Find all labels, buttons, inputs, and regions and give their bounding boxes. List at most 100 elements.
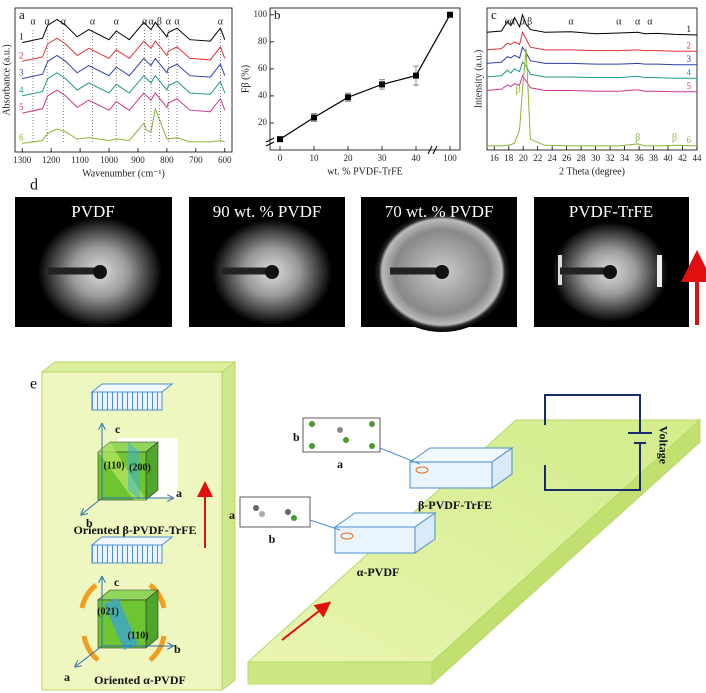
beta-unit-cell-label: a (176, 486, 182, 500)
peak-label: α (174, 16, 180, 27)
curve-label: 3 (687, 54, 692, 64)
axis-break (265, 137, 275, 147)
peak-label: α (44, 16, 50, 27)
beta-unit-cell-label: (110) (103, 460, 124, 471)
peak-label: α (520, 16, 526, 27)
alpha-chain-shape (239, 496, 311, 528)
peak-label: β (516, 84, 521, 95)
alpha-chain-shape (309, 519, 341, 531)
peak-label: α (30, 16, 36, 27)
beta-chain-shape (309, 421, 315, 427)
saxs-image-shape (603, 265, 617, 279)
y-tick-label: 20 (258, 117, 268, 127)
beta-chain-shape (309, 443, 315, 449)
x-tick-label: 900 (131, 155, 145, 165)
x-tick-label: 20 (519, 153, 529, 163)
x-tick-label: 24 (548, 153, 558, 163)
plot-frame (269, 7, 461, 151)
spectrum-line (486, 13, 698, 36)
peak-label: β (635, 132, 640, 143)
saxs-image: PVDF (15, 197, 172, 327)
beta-film-block: β-PVDF-TrFE (408, 447, 514, 512)
plot-frame (14, 7, 233, 153)
spectrum-line (22, 89, 226, 114)
x-axis-label: 2 Theta (degree) (559, 166, 625, 177)
chart-panel: b wt. % PVDF-TrFE Fβ (%) 0 10 20 30 40 100 20 40 60… (240, 7, 461, 177)
peak-label: α (647, 16, 653, 27)
saxs-image: 90 wt. % PVDF (189, 197, 345, 327)
panel-label: e (30, 376, 37, 393)
beta-unit-cell: c (110) (200) a b Oriented β-PVDF-TrFE (73, 422, 196, 537)
x-tick-label: 34 (620, 153, 630, 163)
x-tick-label: 800 (160, 155, 174, 165)
x-axis-label: wt. % PVDF-TrFE (327, 166, 402, 177)
x-tick-label: 36 (635, 153, 645, 163)
peak-label: α (166, 16, 172, 27)
saxs-image-shape (435, 265, 449, 279)
alpha-unit-cell-shape (79, 583, 98, 609)
x-tick-label: 30 (378, 153, 388, 163)
x-tick-label: 1000 (100, 155, 119, 165)
y-axis-label: Absorbance (a.u.) (1, 44, 12, 115)
x-tick-label: 26 (562, 153, 572, 163)
x-tick-label: 22 (533, 153, 542, 163)
x-tick-label: 30 (591, 153, 601, 163)
peak-label: β (157, 16, 162, 27)
oriented-box-shape (221, 360, 236, 692)
curve-label: 1 (19, 32, 24, 42)
film-slab-shape (246, 419, 702, 663)
oriented-box-shape (40, 361, 237, 373)
alpha-unit-cell-shape (148, 583, 167, 609)
data-point (345, 94, 351, 101)
alpha-chain-shape (259, 511, 265, 517)
peak-label: α (505, 16, 511, 27)
chain-block-shape (90, 383, 174, 393)
alpha-chain-label: b (269, 532, 276, 546)
alpha-chain-shape (291, 515, 297, 521)
peak-label: β (527, 16, 532, 27)
curve-label: 5 (19, 102, 24, 112)
alpha-unit-cell-shape (148, 635, 167, 662)
beta-unit-cell-label: c (115, 422, 121, 436)
beta-chain-shape (302, 417, 381, 453)
chain-block (90, 536, 174, 564)
panel-label: a (19, 7, 25, 22)
spectrum-line (22, 106, 225, 144)
peak-label: α (61, 16, 67, 27)
x-tick-label: 28 (577, 153, 587, 163)
beta-unit-cell-shape (82, 497, 103, 514)
curve-label: 5 (687, 81, 692, 91)
beta-film-block-shape (415, 466, 429, 474)
x-tick-label: 10 (310, 153, 320, 163)
voltage-circuit (544, 394, 652, 491)
saxs-image: PVDF-TrFE (534, 197, 689, 327)
curve-label: 3 (19, 68, 24, 78)
peak-label: α (90, 16, 96, 27)
peak-label: α (635, 16, 641, 27)
data-line (279, 14, 451, 140)
saxs-image-label: PVDF (71, 202, 114, 221)
alpha-unit-cell-shape (81, 635, 100, 662)
curve-label: 6 (19, 132, 24, 142)
beta-unit-cell-shape (128, 442, 140, 500)
data-point (379, 81, 385, 88)
beta-film-block-label: β-PVDF-TrFE (418, 498, 492, 512)
spectrum-line (486, 61, 697, 79)
alpha-unit-cell-shape (104, 598, 138, 650)
y-tick-label: 40 (258, 90, 268, 100)
peak-label: α (616, 16, 622, 27)
saxs-image-label: 70 wt. % PVDF (385, 202, 494, 221)
x-tick-label: 1200 (42, 155, 61, 165)
alpha-chain-shape (253, 505, 259, 511)
peak-label: β (672, 132, 677, 143)
alpha-unit-cell-shape (76, 645, 103, 666)
film-slab (246, 418, 702, 686)
spectrum-line (22, 54, 226, 80)
voltage-label: Voltage (656, 426, 670, 465)
y-axis-label: Intensity (a.u.) (473, 50, 484, 109)
alpha-film-block-label: α-PVDF (357, 565, 400, 579)
x-tick-label: 20 (344, 153, 354, 163)
data-point (277, 136, 283, 143)
spectrum-line (487, 48, 698, 147)
